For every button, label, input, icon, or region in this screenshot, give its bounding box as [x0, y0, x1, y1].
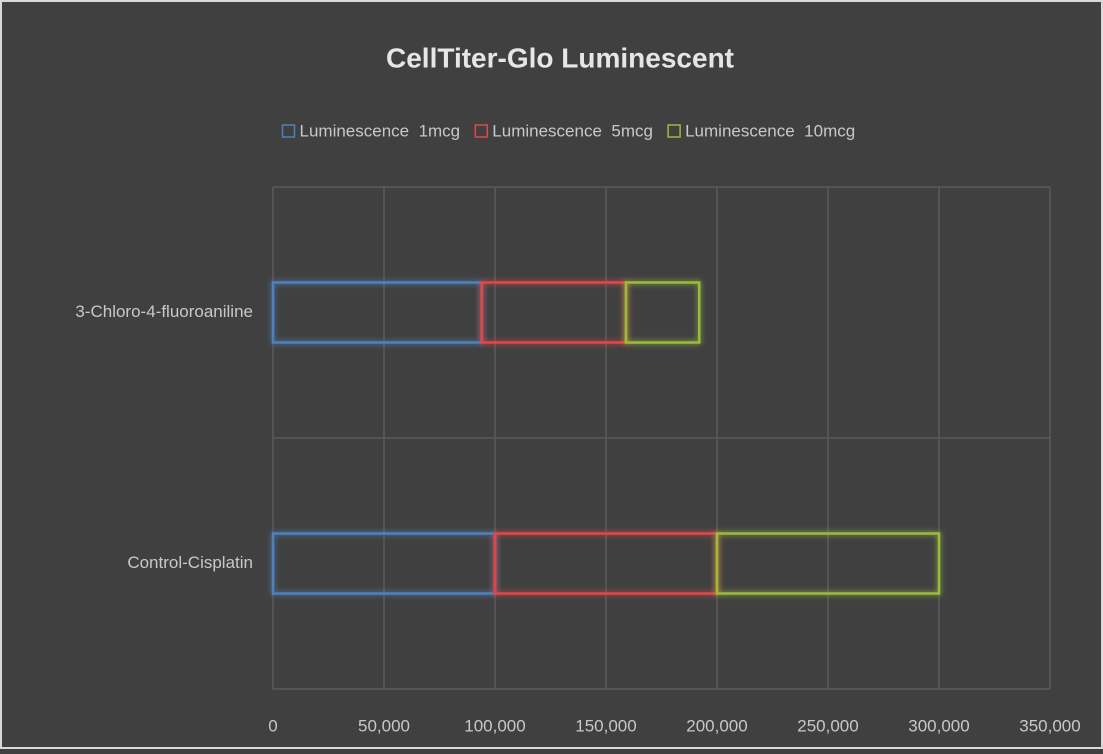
- x-tick-label: 50,000: [358, 716, 410, 735]
- x-tick-label: 250,000: [797, 716, 858, 735]
- x-tick-label: 100,000: [464, 716, 525, 735]
- legend-swatch: [281, 124, 296, 138]
- y-tick-label: Control-Cisplatin: [127, 553, 253, 572]
- legend-label: Luminescence 10mcg: [685, 121, 855, 140]
- legend-swatch: [474, 124, 489, 138]
- legend-swatch: [667, 124, 681, 138]
- x-tick-label: 200,000: [686, 716, 747, 735]
- x-tick-label: 0: [268, 716, 277, 735]
- bar: [715, 532, 941, 595]
- legend-label: Luminescence 1mcg: [300, 121, 461, 140]
- bar: [624, 281, 701, 344]
- legend-label: Luminescence 5mcg: [492, 121, 653, 140]
- chart-title: CellTiter-Glo Luminescent: [386, 42, 734, 73]
- legend: Luminescence 1mcg Luminescence 5mcg Lumine…: [281, 121, 855, 140]
- x-tick-label: 300,000: [908, 716, 969, 735]
- x-tick-label: 150,000: [575, 716, 636, 735]
- x-tick-label: 350,000: [1019, 716, 1080, 735]
- y-tick-label: 3-Chloro-4-fluoroaniline: [75, 302, 253, 321]
